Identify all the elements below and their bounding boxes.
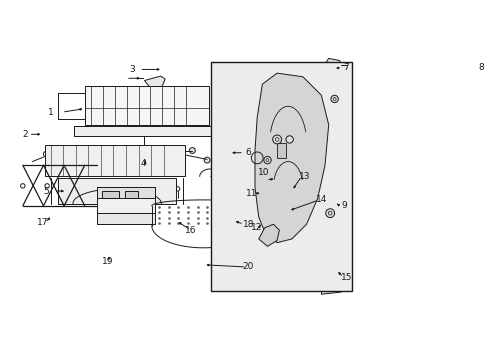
Bar: [277, 143, 285, 158]
Text: 20: 20: [242, 262, 254, 271]
Circle shape: [97, 168, 103, 174]
Bar: [58, 178, 176, 204]
Polygon shape: [254, 73, 328, 243]
Text: 19: 19: [102, 257, 113, 266]
Text: 17: 17: [37, 218, 48, 227]
Text: 10: 10: [258, 168, 269, 177]
Polygon shape: [321, 58, 341, 75]
Text: 13: 13: [298, 172, 309, 181]
Bar: [96, 187, 155, 198]
Circle shape: [69, 184, 74, 188]
Circle shape: [203, 157, 210, 163]
Circle shape: [272, 135, 281, 144]
Polygon shape: [74, 126, 80, 136]
Circle shape: [325, 209, 334, 217]
Circle shape: [45, 184, 49, 188]
Circle shape: [189, 148, 195, 153]
Bar: [210, 62, 351, 291]
Circle shape: [330, 95, 338, 103]
Bar: [102, 191, 119, 198]
Text: 6: 6: [245, 148, 251, 157]
Bar: [96, 187, 155, 224]
Text: 9: 9: [341, 201, 346, 210]
Polygon shape: [321, 250, 345, 294]
Text: 7: 7: [342, 63, 348, 72]
Text: 4: 4: [140, 159, 145, 168]
Bar: [45, 145, 184, 176]
Bar: [244, 121, 302, 169]
Circle shape: [264, 156, 271, 164]
Text: 14: 14: [315, 195, 326, 204]
Text: 18: 18: [242, 220, 254, 229]
Text: 11: 11: [245, 189, 257, 198]
Text: 3: 3: [129, 65, 135, 74]
Bar: [85, 86, 209, 125]
Circle shape: [218, 148, 228, 158]
Polygon shape: [258, 224, 279, 246]
Bar: [124, 191, 138, 198]
Text: 5: 5: [43, 186, 49, 195]
Polygon shape: [277, 136, 291, 150]
Circle shape: [20, 184, 25, 188]
Circle shape: [85, 147, 93, 154]
Polygon shape: [254, 150, 269, 165]
Text: 2: 2: [22, 130, 28, 139]
Text: 1: 1: [48, 108, 54, 117]
Polygon shape: [144, 76, 165, 88]
Text: 12: 12: [250, 224, 262, 233]
Text: 16: 16: [185, 226, 196, 235]
Bar: [74, 126, 210, 136]
Circle shape: [93, 184, 98, 188]
Text: 15: 15: [341, 273, 352, 282]
Circle shape: [285, 136, 293, 143]
Bar: [96, 213, 155, 224]
Text: 8: 8: [477, 63, 483, 72]
